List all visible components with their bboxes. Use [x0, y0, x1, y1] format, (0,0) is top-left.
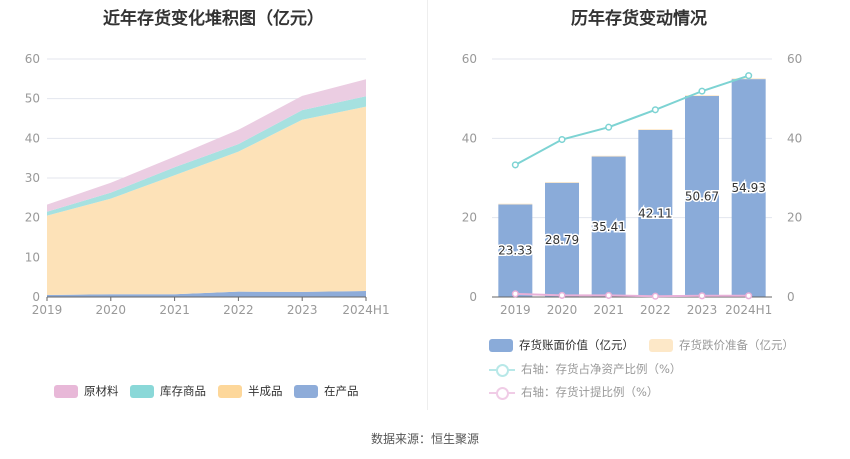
legend-swatch	[294, 384, 318, 398]
right-chart-title: 历年存货变动情况	[571, 9, 707, 29]
legend-swatch	[54, 384, 78, 398]
y2-tick-label: 40	[787, 131, 802, 145]
x-tick-label: 2024H1	[725, 303, 772, 317]
bar-book-value	[638, 129, 673, 297]
line-point	[745, 292, 753, 300]
line-point	[745, 72, 753, 80]
legend-wip[interactable]: 在产品	[294, 383, 359, 399]
y-tick-label: 60	[25, 52, 40, 66]
legend-label: 右轴：存货占净资产比例（%）	[521, 362, 682, 376]
x-tick-label: 2020	[547, 303, 578, 317]
line-point	[558, 135, 566, 144]
legend-provision-ratio[interactable]: 右轴：存货计提比例（%）	[489, 384, 658, 400]
x-tick-label: 2020	[96, 303, 127, 317]
bar-provision	[545, 182, 579, 183]
y-tick-label: 60	[462, 52, 477, 66]
bar-data-label: 42.11	[638, 206, 672, 220]
y-tick-label: 40	[25, 131, 40, 145]
legend-semi-finished[interactable]: 半成品	[218, 383, 283, 399]
legend-line-icon	[489, 363, 515, 377]
y2-tick-label: 60	[787, 52, 802, 66]
bar-provision	[591, 155, 626, 157]
bar-data-label: 28.79	[545, 233, 579, 247]
legend-raw-materials[interactable]: 原材料	[54, 383, 119, 399]
line-point	[605, 123, 613, 131]
legend-label: 在产品	[324, 384, 359, 398]
bar-data-label: 23.33	[498, 244, 532, 258]
area-库存商品	[47, 96, 366, 216]
line-point	[651, 106, 659, 114]
line-point	[511, 161, 519, 169]
area-原材料	[47, 79, 366, 212]
legend-label: 右轴：存货计提比例（%）	[521, 385, 659, 399]
legend-ratio-net-assets[interactable]: 右轴：存货占净资产比例（%）	[489, 361, 681, 377]
legend-swatch	[218, 384, 242, 398]
bar-data-label: 50.67	[685, 190, 719, 204]
y-tick-label: 10	[25, 250, 40, 264]
bar-book-value	[498, 204, 533, 297]
y-tick-label: 50	[25, 92, 40, 106]
line-point	[651, 292, 659, 300]
left-chart-title: 近年存货变化堆积图（亿元）	[103, 9, 324, 29]
x-tick-label: 2021	[159, 303, 190, 317]
x-tick-label: 2021	[593, 303, 624, 317]
legend-book-value[interactable]: 存货账面价值（亿元）	[489, 337, 634, 353]
line-point	[511, 290, 519, 298]
line-右轴：存货计提比例（%）	[515, 292, 749, 298]
legend-swatch	[649, 338, 673, 352]
x-tick-label: 2022	[640, 303, 671, 317]
y-tick-label: 20	[462, 211, 477, 225]
y-tick-label: 0	[32, 290, 40, 304]
y-tick-label: 30	[25, 171, 40, 185]
legend-label: 库存商品	[160, 384, 206, 398]
x-tick-label: 2019	[32, 303, 63, 317]
legend-label: 原材料	[84, 384, 119, 398]
bar-data-label: 35.41	[591, 220, 625, 234]
x-tick-label: 2019	[500, 303, 531, 317]
x-tick-label: 2023	[287, 303, 318, 317]
x-tick-label: 2024H1	[342, 303, 389, 317]
area-半成品	[47, 106, 366, 296]
x-tick-label: 2022	[223, 303, 254, 317]
line-point	[605, 291, 613, 299]
bar-provision	[638, 129, 673, 130]
y2-tick-label: 0	[787, 290, 795, 304]
x-tick-label: 2023	[687, 303, 718, 317]
legend-swatch	[489, 338, 513, 352]
area-在产品	[47, 291, 366, 297]
bar-book-value	[545, 182, 579, 297]
divider	[427, 0, 428, 410]
bar-book-value	[731, 79, 766, 298]
bar-book-value	[591, 156, 626, 297]
legend-label: 存货跌价准备（亿元）	[679, 338, 794, 352]
y-tick-label: 20	[25, 211, 40, 225]
legend-label: 存货账面价值（亿元）	[519, 338, 634, 352]
bar-provision	[685, 95, 719, 97]
legend-provision[interactable]: 存货跌价准备（亿元）	[649, 337, 794, 353]
line-右轴：存货占净资产比例（%）	[514, 74, 749, 166]
line-point	[558, 291, 566, 299]
y-tick-label: 0	[469, 290, 477, 304]
y2-tick-label: 20	[787, 211, 802, 225]
legend-line-icon	[489, 386, 515, 400]
bar-provision	[498, 203, 533, 205]
line-point	[698, 87, 706, 95]
data-source: 数据来源：恒生聚源	[370, 432, 479, 446]
bar-data-label: 54.93	[731, 181, 765, 195]
line-point	[698, 292, 706, 300]
legend-label: 半成品	[248, 384, 283, 398]
legend-swatch	[130, 384, 154, 398]
y-tick-label: 40	[462, 131, 477, 145]
bar-book-value	[685, 96, 719, 297]
legend-goods[interactable]: 库存商品	[130, 383, 206, 399]
